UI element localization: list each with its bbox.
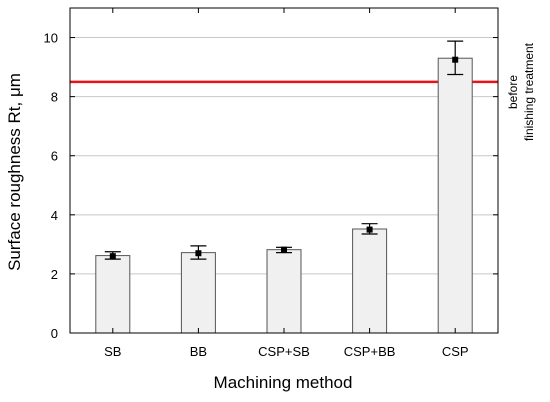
x-tick-label-CSP+SB: CSP+SB [258,344,310,359]
bars [95,57,473,334]
y-tick-label-0: 0 [51,326,58,341]
x-tick-label-SB: SB [104,344,121,359]
bar-csp-plus-bb [352,228,388,334]
y-tick-label-2: 2 [51,267,58,282]
mean-marker-CSP+BB [366,226,373,233]
mean-marker-BB [195,250,202,257]
x-axis-title: Machining method [214,373,353,392]
x-tick-label-CSP+BB: CSP+BB [344,344,396,359]
reference-label-line1: before [506,75,520,109]
mean-marker-CSP+SB [281,246,287,253]
y-axis-title: Surface roughness Rt, μm [5,73,24,271]
labels: SB BB CSP+SB CSP+BB CSP 0 2 4 6 8 10 [44,31,469,359]
grid-lines [70,37,498,275]
error-bars [104,40,464,260]
bar-sb [95,255,131,334]
mean-marker-SB [109,253,116,260]
y-tick-label-6: 6 [51,149,58,164]
axes [69,7,499,334]
x-tick-label-BB: BB [190,344,207,359]
y-tick-label-8: 8 [51,90,58,105]
reference-label-line2: finishing treatment [522,42,536,141]
bar-bb [180,252,216,334]
bar-csp [437,57,473,334]
bar-csp-plus-sb [266,249,302,334]
y-tick-label-10: 10 [44,31,58,46]
x-tick-label-CSP: CSP [442,344,469,359]
mean-marker-CSP [452,56,459,63]
y-tick-label-4: 4 [51,208,58,223]
